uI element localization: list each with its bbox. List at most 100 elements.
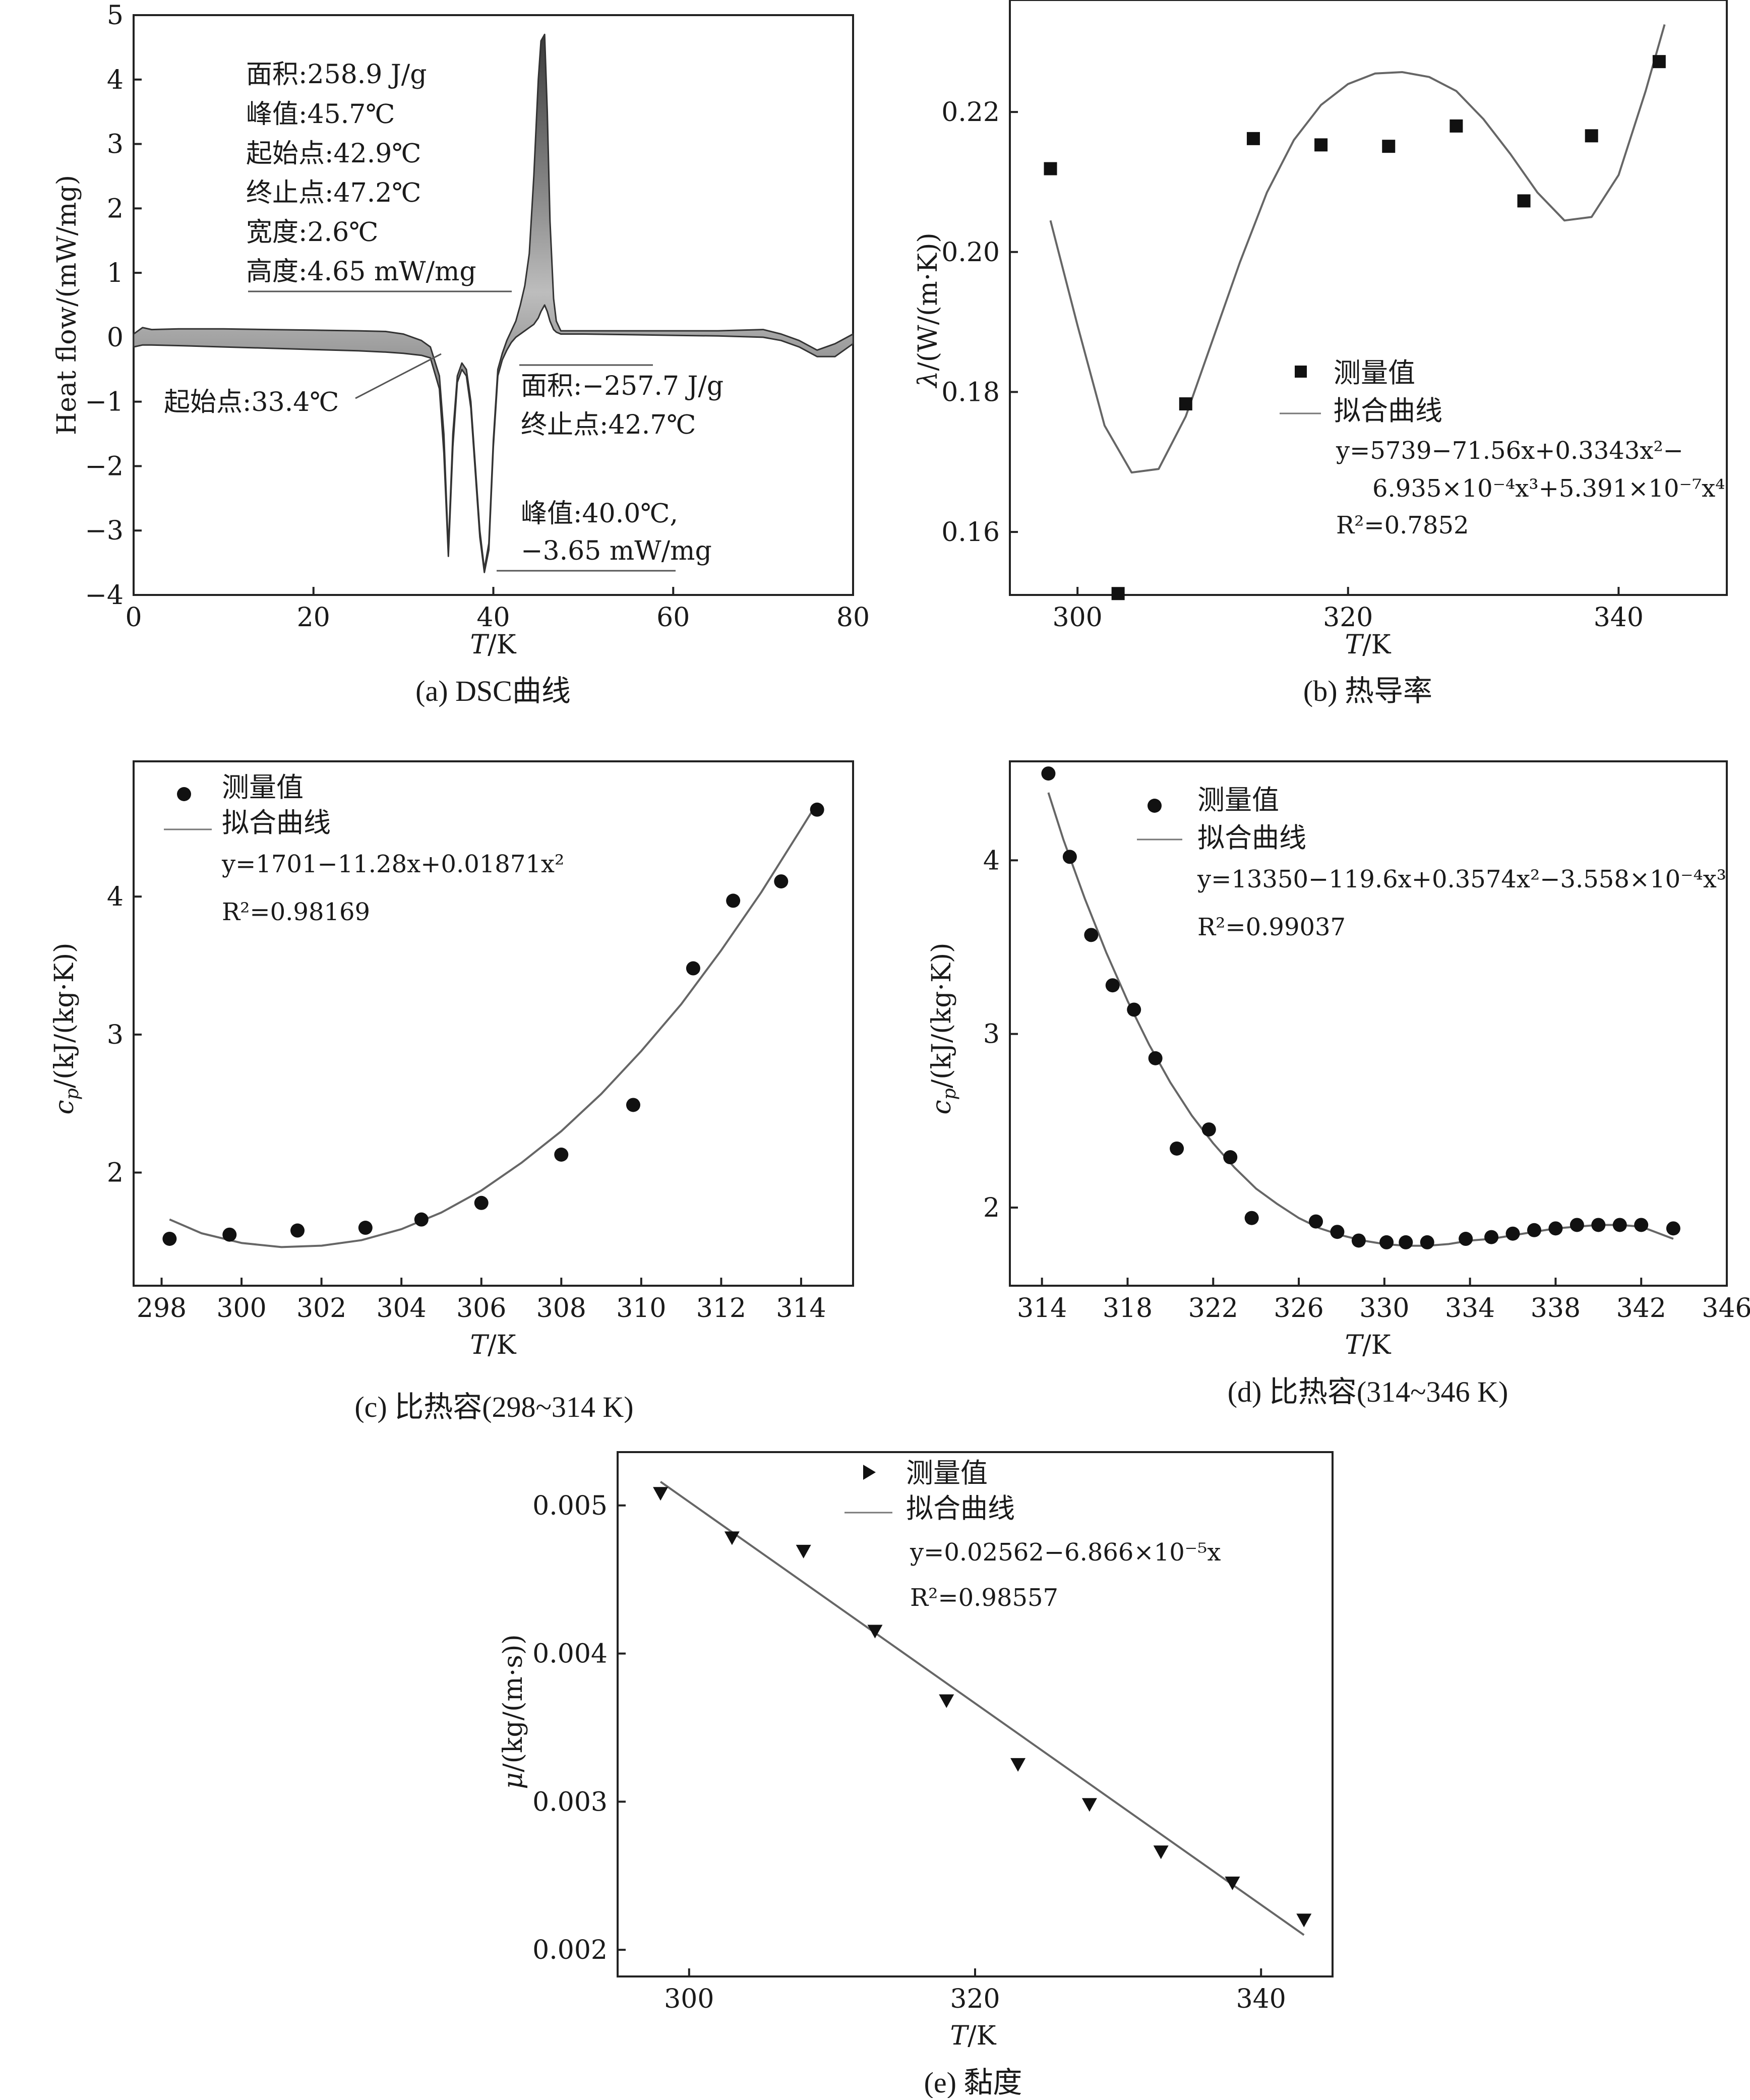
- data-point: [1484, 1230, 1499, 1244]
- data-point: [1153, 1845, 1169, 1859]
- y-tick-label: 5: [107, 1, 124, 31]
- x-tick-label: 314: [776, 1293, 826, 1324]
- y-tick-label: 0.002: [532, 1935, 608, 1965]
- x-tick-label: 334: [1445, 1293, 1495, 1324]
- data-point: [1379, 1235, 1394, 1249]
- data-point: [1505, 1226, 1520, 1241]
- data-point: [1041, 766, 1056, 781]
- y-tick-label: 0.004: [532, 1639, 608, 1669]
- panel-thermal-conductivity: 300 320 340 0.16 0.18 0.20 0.22 T/K λ/(W/(m·K)…: [913, 0, 1728, 707]
- ann-peak-pos: 峰值:45.7℃: [246, 99, 395, 130]
- data-points: [1041, 766, 1680, 1249]
- r-squared: R²=0.98557: [910, 1584, 1058, 1612]
- ann-area-pos: 面积:258.9 J/g: [246, 59, 427, 90]
- fit-curve: [169, 809, 814, 1248]
- panel-specific-heat-low: 298 300 302 304 306 308 310 312 314 2 3 4 T/K cp/(k…: [49, 760, 854, 1423]
- data-point: [358, 1221, 373, 1235]
- ann-peak-neg: 峰值:40.0℃,: [521, 499, 678, 529]
- y-tick-label: 0.16: [941, 517, 1000, 548]
- axis-ticks: 300 320 340 0.16 0.18 0.20 0.22: [941, 97, 1644, 633]
- y-tick-label: 4: [983, 846, 1000, 876]
- ann-width: 宽度:2.6℃: [246, 217, 378, 248]
- x-tick-label: 318: [1103, 1293, 1153, 1324]
- data-point: [1148, 1051, 1163, 1065]
- data-point: [1666, 1221, 1680, 1236]
- data-points: [162, 802, 824, 1246]
- plot-frame: [617, 1451, 1334, 1977]
- fit-curve: [1049, 24, 1666, 474]
- legend-marker-circle: [177, 787, 191, 801]
- data-point: [724, 1531, 740, 1545]
- data-point: [1081, 1798, 1097, 1812]
- y-tick-label: −1: [85, 387, 124, 417]
- data-point: [1111, 587, 1125, 601]
- data-point: [1223, 1150, 1238, 1165]
- caption-a: (a) DSC曲线: [415, 675, 571, 707]
- data-point: [290, 1223, 305, 1238]
- legend: 测量值 拟合曲线 y=0.02562−6.866×10⁻⁵x R²=0.9855…: [844, 1457, 1221, 1612]
- data-points: [1044, 55, 1666, 601]
- data-point: [1548, 1221, 1563, 1236]
- x-tick-label: 310: [616, 1293, 666, 1324]
- data-point: [414, 1212, 429, 1227]
- data-point: [1314, 138, 1328, 152]
- ann-onset-leader: [355, 353, 442, 399]
- plot-frame: [133, 14, 854, 596]
- x-tick-label: 342: [1616, 1293, 1666, 1324]
- legend-measured: 测量值: [906, 1457, 988, 1489]
- data-point: [1179, 397, 1192, 411]
- y-tick-label: 2: [107, 1158, 124, 1188]
- dsc-trace: [133, 33, 854, 573]
- data-point: [1450, 119, 1463, 133]
- y-tick-label: −2: [85, 451, 124, 482]
- data-point: [222, 1227, 237, 1242]
- x-tick-label: 326: [1274, 1293, 1323, 1324]
- fit-curve-path: [659, 1481, 1305, 1936]
- plot-frame: [1009, 0, 1728, 596]
- data-point: [162, 1231, 177, 1246]
- legend-marker-circle: [1148, 799, 1162, 813]
- y-tick-label: 4: [107, 882, 124, 912]
- x-tick-label: 340: [1236, 1984, 1286, 2014]
- ann-onset-neg: 起始点:33.4℃: [164, 387, 339, 417]
- x-tick-label: 80: [836, 603, 870, 633]
- panel-viscosity: 300 320 340 0.002 0.003 0.004 0.005 T/K μ/(kg/…: [498, 1451, 1334, 2099]
- data-point: [1010, 1758, 1026, 1772]
- x-axis-label: T/K: [470, 1330, 516, 1360]
- legend-fit: 拟合曲线: [1334, 395, 1442, 427]
- legend-fit: 拟合曲线: [222, 807, 331, 838]
- x-tick-label: 322: [1188, 1293, 1238, 1324]
- caption-d: (d) 比热容(314~346 K): [1228, 1375, 1508, 1408]
- x-tick-label: 338: [1531, 1293, 1581, 1324]
- legend-measured: 测量值: [1334, 357, 1415, 389]
- plot-frame: [1009, 760, 1728, 1287]
- x-tick-label: 300: [664, 1984, 714, 2014]
- data-point: [810, 802, 824, 817]
- data-point: [796, 1544, 811, 1558]
- fit-equation-1: y=5739−71.56x+0.3343x²−: [1336, 437, 1683, 465]
- ann-area-neg: 面积:−257.7 J/g: [521, 371, 723, 401]
- y-tick-label: 0.005: [532, 1491, 608, 1521]
- data-point: [939, 1694, 954, 1708]
- fit-curve-path: [1047, 792, 1674, 1247]
- r-squared: R²=0.98169: [222, 898, 370, 926]
- axis-ticks: 298 300 302 304 306 308 310 312 314 2 3 4: [107, 882, 826, 1324]
- y-tick-label: 3: [107, 1020, 124, 1050]
- x-tick-label: 60: [656, 603, 690, 633]
- ann-peak-neg-value: −3.65 mW/mg: [521, 536, 712, 566]
- ann-height: 高度:4.65 mW/mg: [246, 257, 476, 287]
- data-point: [626, 1098, 640, 1112]
- y-tick-label: 0: [107, 323, 124, 353]
- x-tick-label: 306: [456, 1293, 506, 1324]
- data-point: [867, 1625, 883, 1639]
- data-point: [1591, 1218, 1606, 1232]
- y-axis-label: cp/(kJ/(kg·K)): [927, 943, 960, 1115]
- y-axis-label: cp/(kJ/(kg·K)): [49, 943, 83, 1115]
- data-point: [1127, 1002, 1141, 1017]
- data-point: [1382, 140, 1396, 153]
- legend-measured: 测量值: [1197, 784, 1279, 816]
- data-point: [686, 961, 700, 976]
- y-tick-label: −4: [85, 580, 124, 611]
- legend-fit: 拟合曲线: [1197, 822, 1306, 854]
- dsc-annotations: 面积:258.9 J/g 峰值:45.7℃ 起始点:42.9℃ 终止点:47.2…: [164, 59, 723, 572]
